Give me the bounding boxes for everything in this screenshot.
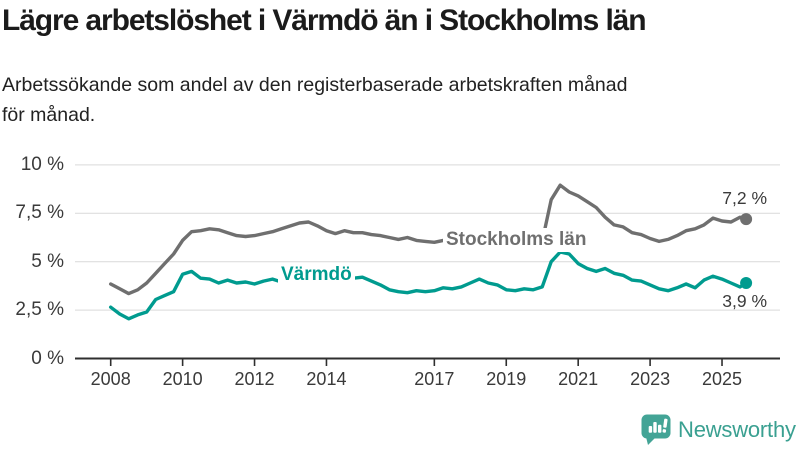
chart-subtitle: Arbetssökande som andel av den registerb… xyxy=(2,70,782,130)
x-axis-label: 2012 xyxy=(234,369,275,389)
y-axis-label: 7,5 % xyxy=(15,202,64,224)
y-axis-label: 0 % xyxy=(31,347,64,369)
x-axis-label: 2014 xyxy=(306,369,347,389)
chart-line-stockholms-lan xyxy=(108,183,748,296)
x-axis-label: 2019 xyxy=(486,369,527,389)
x-axis-label: 2010 xyxy=(162,369,203,389)
x-axis-label: 2025 xyxy=(701,369,743,389)
series-label-varmdo: Värmdö xyxy=(278,263,355,287)
chart-line-varmdo xyxy=(108,250,748,321)
chart-subtitle-line2: för månad. xyxy=(2,104,96,127)
x-axis-label: 2008 xyxy=(90,369,131,389)
y-axis-label: 2,5 % xyxy=(15,299,64,321)
y-axis-label: 10 % xyxy=(20,153,64,175)
end-value-stockholms-lan: 7,2 % xyxy=(722,188,767,208)
end-dot-stockholms-lan xyxy=(740,213,753,226)
newsworthy-logo: Newsworthy xyxy=(641,414,796,446)
x-axis-label: 2017 xyxy=(414,369,455,389)
chart-title: Lägre arbetslöshet i Värmdö än i Stockho… xyxy=(2,4,647,37)
newsworthy-icon xyxy=(641,414,671,445)
end-dot-varmdo xyxy=(740,276,753,289)
y-axis-label: 5 % xyxy=(31,250,64,272)
newsworthy-wordmark: Newsworthy xyxy=(678,417,796,442)
x-axis-label: 2021 xyxy=(558,369,599,389)
series-label-stockholms-lan: Stockholms län xyxy=(443,228,590,252)
chart-subtitle-line1: Arbetssökande som andel av den registerb… xyxy=(2,74,628,96)
x-axis-label: 2023 xyxy=(630,369,671,389)
end-value-varmdo: 3,9 % xyxy=(722,291,767,311)
